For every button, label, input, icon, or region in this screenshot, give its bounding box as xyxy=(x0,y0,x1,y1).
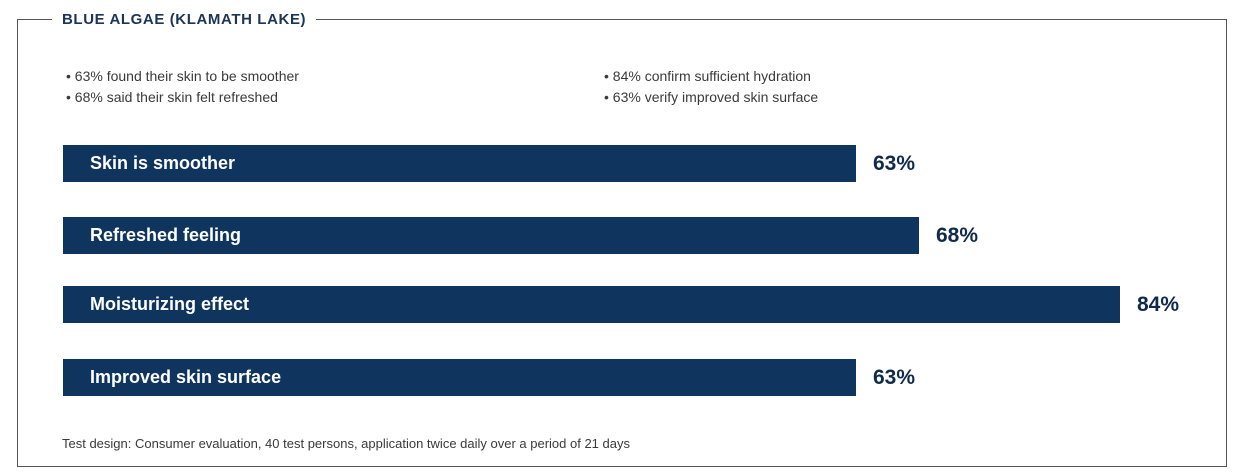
bullet-item: 68% said their skin felt refreshed xyxy=(66,87,299,108)
bar-moisturizing-effect: Moisturizing effect xyxy=(63,286,1120,323)
bullet-list-right: 84% confirm sufficient hydration 63% ver… xyxy=(604,66,818,108)
bullet-list-left: 63% found their skin to be smoother 68% … xyxy=(66,66,299,108)
bar-label: Skin is smoother xyxy=(90,153,236,173)
bar-value-label: 84% xyxy=(1137,293,1180,316)
bar-value-label: 68% xyxy=(936,224,979,247)
bar-label: Refreshed feeling xyxy=(90,225,242,245)
bar-value-label: 63% xyxy=(873,366,916,389)
bar-skin-is-smoother: Skin is smoother xyxy=(63,145,856,182)
bullet-item: 63% verify improved skin surface xyxy=(604,87,818,108)
bar-improved-skin-surface: Improved skin surface xyxy=(63,359,856,396)
chart-title: BLUE ALGAE (KLAMATH LAKE) xyxy=(52,10,317,30)
chart-frame xyxy=(17,19,1227,467)
bar-refreshed-feeling: Refreshed feeling xyxy=(63,217,919,254)
bar-value-label: 63% xyxy=(873,152,916,175)
bullet-item: 84% confirm sufficient hydration xyxy=(604,66,818,87)
bar-label: Improved skin surface xyxy=(90,367,282,387)
bar-label: Moisturizing effect xyxy=(90,294,250,314)
test-design-footnote: Test design: Consumer evaluation, 40 tes… xyxy=(62,436,630,451)
bullet-item: 63% found their skin to be smoother xyxy=(66,66,299,87)
